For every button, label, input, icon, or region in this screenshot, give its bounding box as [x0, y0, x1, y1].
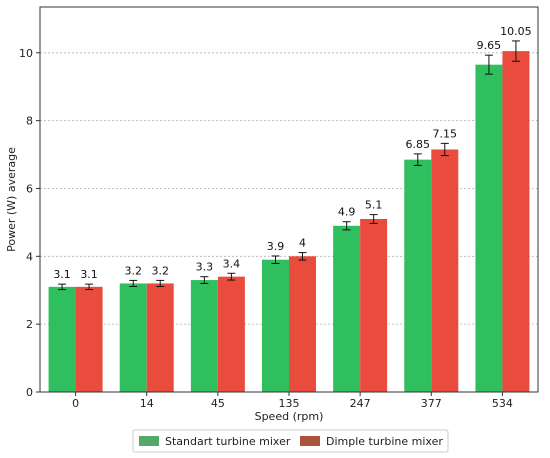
bar-standart-534: [475, 64, 503, 393]
bar-dimple-247: [360, 219, 388, 392]
x-axis-ticks: 0 14 45 135 247 377 534: [72, 392, 513, 410]
data-label-standart-135: 3.9: [267, 240, 285, 253]
x-tick-label-135: 135: [279, 397, 300, 410]
bar-standart-14: [119, 283, 147, 392]
data-label-standart-14: 3.2: [124, 264, 142, 277]
y-axis-ticks: 0 2 4 6 8 10: [19, 47, 40, 399]
bar-standart-377: [404, 159, 432, 392]
data-label-standart-45: 3.3: [196, 261, 214, 274]
x-tick-label-534: 534: [492, 397, 513, 410]
data-label-standart-377: 6.85: [406, 138, 431, 151]
data-label-dimple-534: 10.05: [500, 25, 532, 38]
y-tick-label-0: 0: [26, 386, 33, 399]
y-tick-label-6: 6: [26, 182, 33, 195]
bars-group: [48, 51, 530, 393]
bar-standart-247: [333, 225, 361, 392]
bar-dimple-135: [289, 256, 316, 392]
x-tick-label-14: 14: [140, 397, 154, 410]
legend-label-dimple: Dimple turbine mixer: [326, 435, 443, 448]
y-tick-label-10: 10: [19, 47, 33, 60]
y-axis-label: Power (W) average: [5, 147, 18, 252]
data-label-standart-247: 4.9: [338, 206, 356, 219]
legend-box: [132, 429, 449, 453]
x-tick-label-45: 45: [211, 397, 225, 410]
x-axis-label: Speed (rpm): [255, 410, 324, 423]
bar-standart-135: [262, 259, 289, 392]
legend: Standart turbine mixer Dimple turbine mi…: [132, 429, 449, 453]
legend-label-standart: Standart turbine mixer: [165, 435, 291, 448]
data-label-dimple-0: 3.1: [80, 268, 98, 281]
data-labels-group: 3.1 3.1 3.2 3.2 3.3 3.4 3.9 4 4.9 5.1 6.857.15 9.65…: [53, 25, 531, 281]
data-label-dimple-135: 4: [299, 237, 306, 250]
x-tick-label-377: 377: [421, 397, 442, 410]
y-tick-label-4: 4: [26, 250, 33, 263]
bar-standart-0: [48, 286, 76, 392]
data-label-standart-534: 9.65: [477, 39, 502, 52]
data-label-standart-0: 3.1: [53, 268, 71, 281]
data-label-dimple-247: 5.1: [365, 199, 383, 212]
bar-dimple-45: [217, 276, 245, 392]
bar-dimple-14: [146, 283, 174, 392]
legend-swatch-standart: [139, 436, 159, 446]
error-bars-group: [58, 40, 520, 291]
y-tick-label-8: 8: [26, 115, 33, 128]
data-label-dimple-45: 3.4: [223, 257, 241, 270]
data-label-dimple-14: 3.2: [151, 264, 169, 277]
bar-dimple-377: [431, 149, 459, 392]
legend-swatch-dimple: [300, 436, 320, 446]
bar-dimple-534: [502, 51, 530, 392]
data-label-dimple-377: 7.15: [433, 127, 458, 140]
bar-standart-45: [190, 280, 218, 392]
bar-dimple-0: [75, 286, 103, 392]
y-tick-label-2: 2: [26, 318, 33, 331]
x-tick-label-247: 247: [350, 397, 371, 410]
x-tick-label-0: 0: [72, 397, 79, 410]
